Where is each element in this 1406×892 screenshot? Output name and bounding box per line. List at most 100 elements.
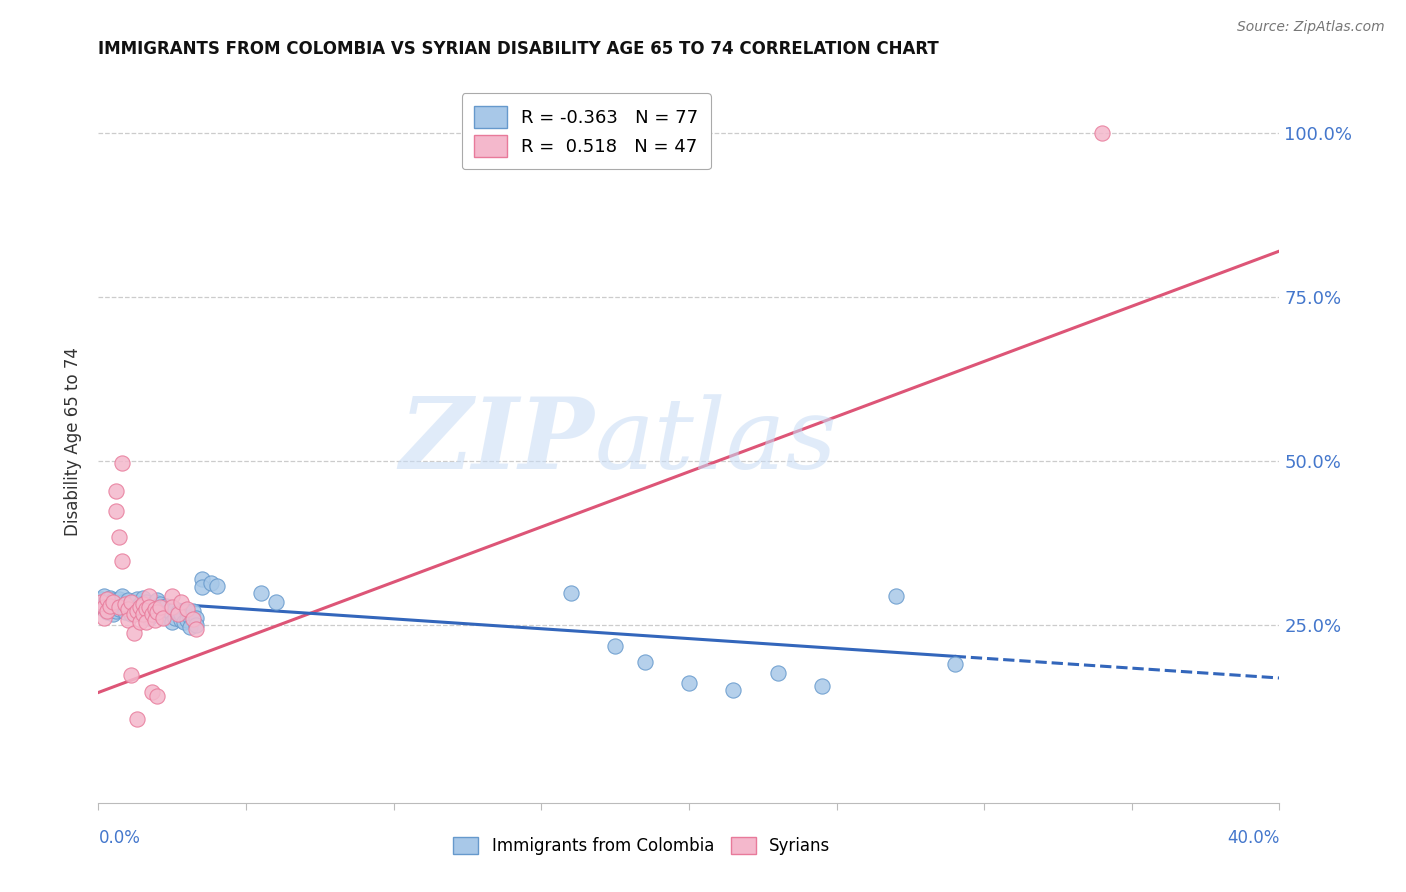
Point [132,598,155,612]
Point [105,483,128,498]
Point [141,607,163,621]
Point [264,595,287,609]
Point [810,679,832,693]
Text: Source: ZipAtlas.com: Source: ZipAtlas.com [1237,20,1385,34]
Point [176,605,198,619]
Point [170,607,193,621]
Point [114,598,136,612]
Text: 40.0%: 40.0% [1227,829,1279,847]
Point [167,607,190,621]
Point [943,657,966,671]
Point [108,600,131,615]
Point [108,602,131,616]
Point [205,579,228,593]
Point [184,610,207,624]
Point [138,602,160,616]
Point [105,604,128,618]
Point [146,593,169,607]
Point [128,607,150,621]
Point [560,585,582,599]
Point [152,610,174,624]
Legend: Immigrants from Colombia, Syrians: Immigrants from Colombia, Syrians [444,829,838,863]
Point [141,607,163,621]
Point [162,600,183,615]
Point [111,589,134,603]
Point [634,655,657,669]
Point [117,602,139,616]
Point [146,605,169,619]
Point [122,607,145,621]
Point [170,595,193,609]
Point [143,595,166,609]
Point [135,615,157,630]
Point [176,602,198,616]
Point [146,690,169,704]
Point [138,589,160,603]
Point [766,665,789,680]
Point [181,604,204,618]
Point [149,607,172,621]
Point [884,589,907,603]
Point [135,595,157,609]
Point [191,580,214,594]
Point [143,613,166,627]
Point [103,607,125,621]
Point [179,610,201,624]
Text: IMMIGRANTS FROM COLOMBIA VS SYRIAN DISABILITY AGE 65 TO 74 CORRELATION CHART: IMMIGRANTS FROM COLOMBIA VS SYRIAN DISAB… [98,40,939,58]
Point [165,602,187,616]
Point [93,610,115,624]
Point [122,604,145,618]
Point [149,600,172,615]
Point [98,599,121,613]
Text: atlas: atlas [595,394,837,489]
Point [120,595,142,609]
Point [170,613,193,627]
Point [96,592,118,607]
Point [250,585,273,599]
Point [162,607,183,621]
Point [103,593,125,607]
Point [141,599,163,613]
Point [132,591,155,605]
Point [117,602,139,616]
Point [128,615,150,630]
Point [143,604,166,618]
Point [98,600,121,615]
Point [605,640,627,654]
Point [96,595,118,609]
Point [111,554,134,568]
Point [678,676,700,690]
Point [125,592,148,607]
Point [167,605,190,619]
Point [108,592,131,607]
Point [114,599,136,613]
Point [184,622,207,636]
Point [105,598,128,612]
Point [128,600,150,615]
Point [176,613,198,627]
Point [103,595,125,609]
Point [132,607,155,621]
Point [157,604,180,618]
Point [181,612,204,626]
Point [173,615,195,630]
Point [723,682,745,697]
Point [114,605,136,619]
Point [108,530,131,544]
Point [184,618,207,632]
Point [111,456,134,470]
Point [128,597,150,611]
Point [98,591,121,605]
Point [162,615,183,630]
Text: 0.0%: 0.0% [98,829,141,847]
Point [200,575,222,590]
Point [165,610,187,624]
Point [138,600,160,615]
Point [120,667,142,681]
Point [122,626,145,640]
Point [125,600,148,615]
Point [191,573,214,587]
Point [146,602,169,616]
Point [96,605,118,619]
Point [117,613,139,627]
